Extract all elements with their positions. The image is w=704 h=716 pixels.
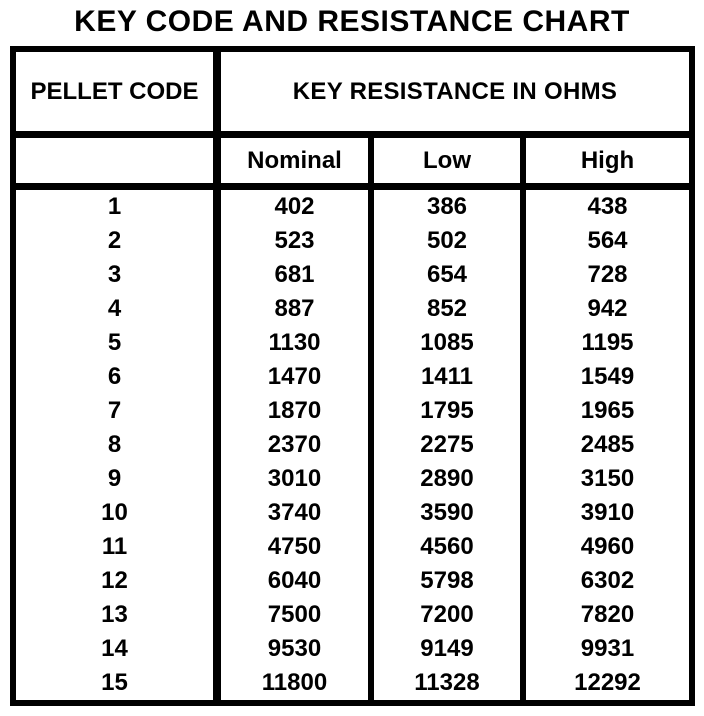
high-cell: 4960 xyxy=(580,533,635,560)
pellet-code-cell: 11 xyxy=(16,530,221,564)
nominal-cell: 2370 xyxy=(221,428,374,462)
low-cell: 502 xyxy=(374,224,526,258)
nominal-cell: 1130 xyxy=(221,326,374,360)
high-cell: 3910 xyxy=(580,499,635,526)
low-cell: 1795 xyxy=(374,394,526,428)
low-cell: 7200 xyxy=(374,598,526,632)
low-cell: 1085 xyxy=(374,326,526,360)
high-cell: 3150 xyxy=(580,465,635,492)
low-cell: 654 xyxy=(374,258,526,292)
nominal-cell: 887 xyxy=(221,292,374,326)
pellet-code-cell: 5 xyxy=(16,326,221,360)
high-cell: 6302 xyxy=(580,567,635,594)
nominal-cell: 6040 xyxy=(221,564,374,598)
high-cell: 1195 xyxy=(581,329,634,356)
high-cell: 564 xyxy=(587,227,628,254)
empty-header-cell xyxy=(16,138,221,190)
pellet-code-cell: 15 xyxy=(16,666,221,700)
high-cell: 9931 xyxy=(580,635,635,662)
high-cell: 1965 xyxy=(580,397,635,424)
pellet-code-cell: 3 xyxy=(16,258,221,292)
nominal-cell: 3010 xyxy=(221,462,374,496)
key-resistance-header: KEY RESISTANCE IN OHMS xyxy=(221,52,689,138)
high-cell: 438 xyxy=(587,193,628,220)
high-cell: 942 xyxy=(587,295,628,322)
nominal-cell: 4750 xyxy=(221,530,374,564)
nominal-header: Nominal xyxy=(221,138,374,190)
low-cell: 2890 xyxy=(374,462,526,496)
low-cell: 386 xyxy=(374,190,526,224)
low-cell: 11328 xyxy=(374,666,526,700)
pellet-code-cell: 6 xyxy=(16,360,221,394)
high-cell: 1549 xyxy=(580,363,635,390)
low-cell: 3590 xyxy=(374,496,526,530)
pellet-code-cell: 2 xyxy=(16,224,221,258)
nominal-cell: 402 xyxy=(221,190,374,224)
nominal-cell: 523 xyxy=(221,224,374,258)
pellet-code-cell: 4 xyxy=(16,292,221,326)
pellet-code-cell: 8 xyxy=(16,428,221,462)
pellet-code-cell: 9 xyxy=(16,462,221,496)
low-cell: 9149 xyxy=(374,632,526,666)
nominal-cell: 1870 xyxy=(221,394,374,428)
low-cell: 1411 xyxy=(374,360,526,394)
low-cell: 4560 xyxy=(374,530,526,564)
nominal-cell: 11800 xyxy=(221,666,374,700)
low-cell: 852 xyxy=(374,292,526,326)
pellet-code-header: PELLET CODE xyxy=(16,52,221,138)
nominal-cell: 1470 xyxy=(221,360,374,394)
pellet-code-cell: 14 xyxy=(16,632,221,666)
pellet-code-cell: 13 xyxy=(16,598,221,632)
low-cell: 5798 xyxy=(374,564,526,598)
pellet-code-cell: 1 xyxy=(16,190,221,224)
high-cell: 728 xyxy=(587,261,628,288)
pellet-code-cell: 12 xyxy=(16,564,221,598)
high-cell: 2485 xyxy=(580,431,635,458)
high-header: High xyxy=(526,138,689,190)
pellet-code-cell: 10 xyxy=(16,496,221,530)
nominal-cell: 7500 xyxy=(221,598,374,632)
page-title: KEY CODE AND RESISTANCE CHART xyxy=(74,5,630,38)
nominal-cell: 9530 xyxy=(221,632,374,666)
resistance-table: PELLET CODE KEY RESISTANCE IN OHMS Nomin… xyxy=(10,46,695,706)
low-header: Low xyxy=(374,138,526,190)
pellet-code-cell: 7 xyxy=(16,394,221,428)
high-cell: 7820 xyxy=(580,601,635,628)
nominal-cell: 681 xyxy=(221,258,374,292)
high-cell: 12292 xyxy=(574,669,641,696)
nominal-cell: 3740 xyxy=(221,496,374,530)
low-cell: 2275 xyxy=(374,428,526,462)
